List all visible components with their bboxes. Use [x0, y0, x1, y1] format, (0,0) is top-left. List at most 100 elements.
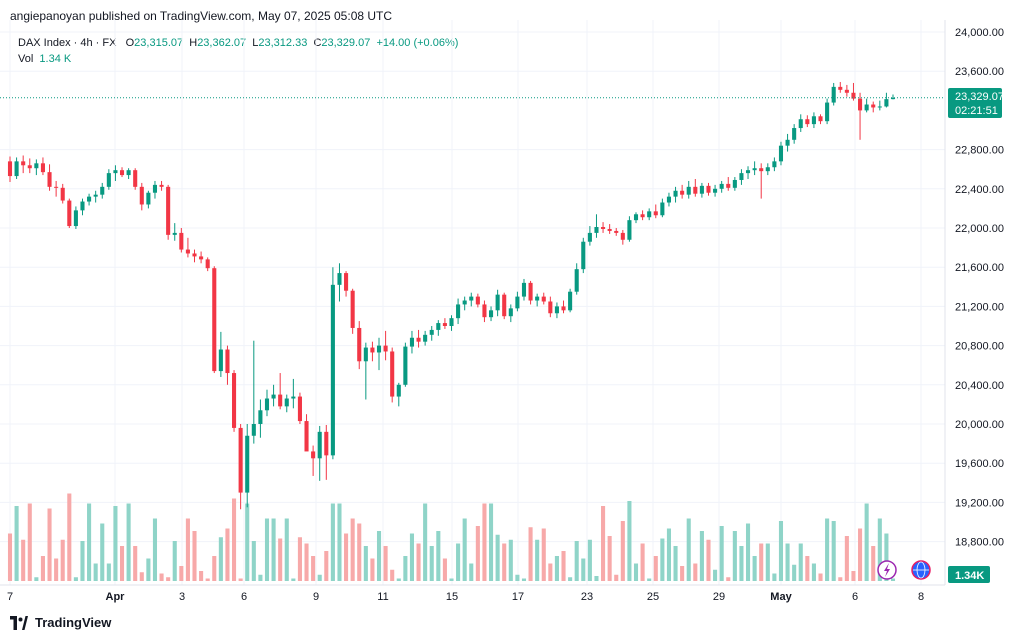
volume-bar	[172, 541, 177, 581]
candle	[488, 306, 494, 322]
candle-body	[363, 347, 368, 362]
candle-body	[574, 269, 579, 292]
time-axis[interactable]: 7 Apr 3 6 9 11 15 17 23 25 29 May 6 8	[7, 591, 924, 603]
candle	[21, 155, 26, 174]
volume-bar	[620, 521, 625, 581]
candle-body	[475, 296, 480, 305]
candle-body	[403, 346, 408, 385]
time-tick-label: 17	[512, 591, 524, 603]
candle-body	[699, 185, 704, 194]
volume-bar	[225, 528, 230, 581]
candle-body	[456, 304, 461, 319]
candle-body	[54, 186, 59, 188]
candle-body	[100, 186, 105, 195]
volume-bar	[574, 541, 579, 581]
price-tick-label: 21,600.00	[955, 262, 1004, 274]
candle-body	[14, 161, 19, 177]
candle-body	[258, 410, 263, 424]
volume-bar	[212, 556, 217, 581]
volume-bar	[469, 563, 474, 581]
candle	[192, 249, 197, 263]
volume-bar	[515, 574, 520, 581]
volume-bar	[324, 551, 329, 581]
candle	[232, 370, 237, 432]
volume-bar	[390, 569, 395, 581]
volume-bar	[521, 578, 527, 581]
candles	[7, 81, 896, 510]
candle-body	[686, 186, 691, 195]
candle-body	[554, 306, 559, 314]
candle-body	[581, 241, 586, 270]
volume-bar	[357, 523, 362, 581]
candle-body	[805, 119, 810, 125]
volume-bar	[34, 577, 39, 581]
candle	[587, 226, 592, 246]
volume-bar	[508, 539, 513, 581]
candle	[469, 292, 474, 307]
candle-body	[502, 294, 507, 317]
volume-bar	[811, 563, 816, 581]
candle	[363, 342, 368, 400]
candle	[568, 288, 573, 313]
time-tick-label: 6	[852, 591, 858, 603]
candle	[311, 445, 316, 476]
volume-row: Vol 1.34 K	[18, 51, 458, 67]
volume-bar	[40, 556, 45, 581]
candle	[660, 198, 665, 218]
open-value: 23,315.07	[134, 37, 184, 49]
candle	[212, 266, 217, 374]
candle	[739, 169, 744, 185]
volume-bar	[482, 503, 487, 581]
volume-bar	[548, 563, 553, 581]
volume-bar	[541, 528, 546, 581]
candle-body	[765, 167, 770, 172]
candle	[864, 98, 869, 113]
open-label: O	[125, 37, 135, 49]
candle	[772, 157, 777, 172]
volume-bar	[93, 563, 98, 581]
candle	[713, 184, 718, 197]
candle-body	[146, 192, 151, 205]
volume-bar	[778, 521, 784, 581]
candle-body	[337, 273, 342, 285]
volume-bar	[719, 526, 724, 581]
candle	[482, 300, 487, 323]
candle-body	[884, 99, 889, 107]
volume-label[interactable]: Vol	[18, 53, 34, 65]
volume-bar	[601, 506, 606, 581]
candle-body	[87, 196, 92, 202]
low-value: 23,312.33	[258, 37, 308, 49]
candle	[818, 114, 823, 125]
candle	[620, 229, 625, 245]
candle	[113, 165, 118, 181]
symbol-label[interactable]: DAX Index · 4h · FX	[18, 37, 117, 49]
candle-body	[185, 249, 190, 254]
volume-bar	[614, 574, 619, 581]
candle	[152, 180, 158, 199]
candle-body	[568, 291, 573, 311]
volume-bar	[251, 541, 256, 581]
publisher-line: angiepanoyan published on TradingView.co…	[10, 9, 393, 23]
candle-body	[442, 323, 447, 326]
footer-brand[interactable]: TradingView	[8, 615, 111, 630]
candle	[798, 114, 803, 132]
price-tick-label: 22,400.00	[955, 184, 1004, 196]
globe-icon[interactable]	[911, 560, 931, 580]
volume-bar	[818, 573, 823, 581]
candle-body	[508, 308, 513, 317]
candle-body	[620, 232, 625, 240]
candle-body	[126, 170, 131, 176]
volume-bar	[581, 558, 586, 581]
candle-body	[113, 170, 118, 174]
candle	[304, 414, 309, 452]
candle-body	[34, 163, 39, 169]
candle-body	[383, 345, 388, 352]
lightning-icon[interactable]	[877, 560, 897, 580]
volume-bar	[871, 546, 876, 581]
price-tag: 23,329.07 02:21:51	[948, 88, 1004, 118]
candle-body	[785, 139, 790, 146]
candle	[133, 168, 138, 190]
price-axis[interactable]: 24,000.00 23,600.00 22,800.00 22,400.00 22,0…	[955, 27, 1004, 549]
candle-body	[495, 294, 500, 311]
